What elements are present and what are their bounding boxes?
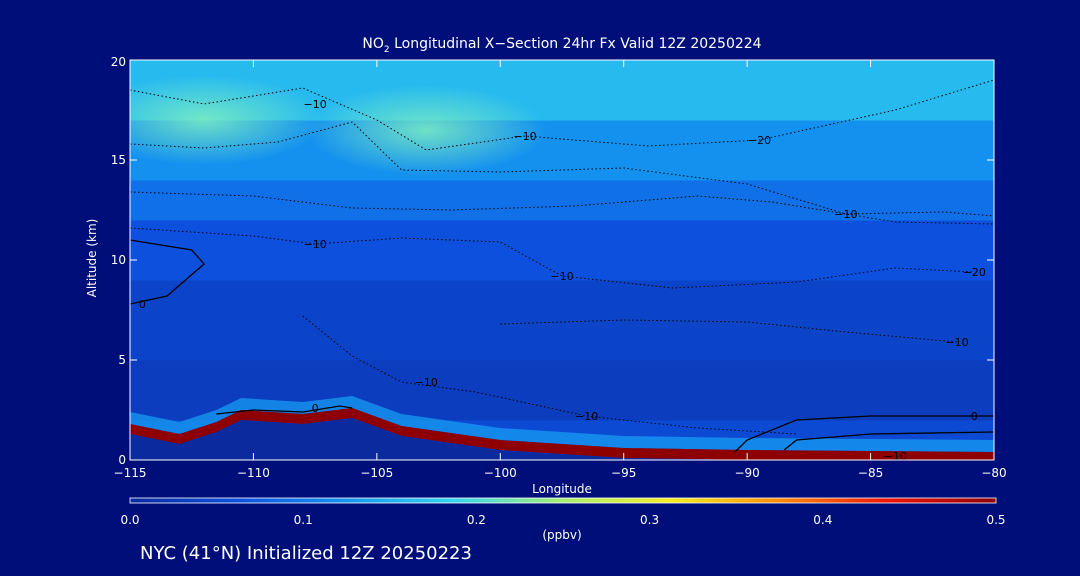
highlight-1 [306, 85, 547, 175]
x-axis-label: Longitude [532, 482, 592, 496]
layer-4 [130, 180, 994, 221]
x-tick-label-2: −105 [360, 466, 393, 480]
contour-label-12: 0 [971, 410, 978, 423]
colorbar-tick-label-2: 0.2 [467, 513, 486, 527]
contour-line-9 [783, 431, 994, 451]
colorbar-tick-label-0: 0.0 [120, 513, 139, 527]
contour-label-7: −10 [945, 336, 968, 349]
layer-3 [130, 220, 994, 281]
contour-line-0 [130, 79, 994, 151]
contour-label-2: −20 [748, 134, 771, 147]
contour-label-10: 0 [312, 402, 319, 415]
colorbar-tick-label-4: 0.4 [813, 513, 832, 527]
colorbar-tick-label-3: 0.3 [640, 513, 659, 527]
contour-line-8 [734, 415, 994, 453]
layer-2 [130, 280, 994, 361]
concentration-field [130, 60, 994, 460]
colorbar-strip [129, 497, 997, 504]
title-main: NO [362, 36, 384, 52]
contour-label-6: −20 [963, 266, 986, 279]
footer-initialized: NYC (41°N) Initialized 12Z 20250223 [140, 543, 472, 564]
colorbar-label: (ppbv) [542, 528, 582, 542]
x-tick-label-5: −90 [734, 466, 759, 480]
colorbar: 0.0 0.1 0.2 0.3 0.4 0.5 [120, 497, 1006, 527]
x-tick-label-0: −115 [114, 466, 147, 480]
contour-line-1 [130, 121, 994, 217]
contour-label-1: −10 [513, 130, 536, 143]
x-axis-ticks: −115 −110 −105 −100 −95 −90 −85 −80 [114, 60, 1007, 480]
title-rest: Longitudinal X−Section 24hr Fx Valid 12Z… [389, 36, 762, 52]
contour-label-13: −10 [884, 450, 907, 463]
y-tick-label-1: 5 [118, 353, 126, 367]
y-tick-label-2: 10 [111, 253, 126, 267]
contour-labels: −10 −10 −20 −10 −10 −10 −20 −10 −10 −10 0 0 0 −10 [139, 98, 986, 463]
surface-band [130, 408, 994, 460]
contour-label-9: −10 [575, 410, 598, 423]
x-tick-label-1: −110 [237, 466, 270, 480]
title-subscript: 2 [383, 44, 390, 55]
contour-label-8: −10 [415, 376, 438, 389]
colorbar-tick-label-1: 0.1 [294, 513, 313, 527]
surface-halo [130, 396, 994, 452]
highlight-0 [130, 75, 325, 165]
contour-label-5: −10 [550, 270, 573, 283]
y-tick-label-4: 20 [111, 55, 126, 69]
y-tick-label-0: 0 [118, 453, 126, 467]
contour-line-6 [130, 239, 205, 305]
x-tick-label-7: −80 [981, 466, 1006, 480]
colorbar-tick-label-5: 0.5 [986, 513, 1005, 527]
contour-label-0: −10 [304, 98, 327, 111]
temperature-contours [130, 79, 994, 453]
contour-label-11: 0 [139, 298, 146, 311]
x-tick-label-6: −85 [858, 466, 883, 480]
x-tick-label-3: −100 [484, 466, 517, 480]
contour-line-2 [130, 191, 994, 225]
y-axis-label: Altitude (km) [85, 218, 99, 298]
contour-label-4: −10 [834, 208, 857, 221]
contour-label-3: −10 [304, 238, 327, 251]
chart-title: NO2 Longitudinal X−Section 24hr Fx Valid… [0, 36, 1080, 55]
y-axis-ticks: 0 5 10 15 20 [111, 55, 994, 467]
ground [130, 418, 994, 460]
y-tick-label-3: 15 [111, 153, 126, 167]
x-tick-label-4: −95 [611, 466, 636, 480]
contour-line-7 [216, 405, 353, 415]
